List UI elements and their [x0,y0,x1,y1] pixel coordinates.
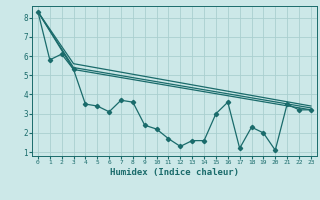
X-axis label: Humidex (Indice chaleur): Humidex (Indice chaleur) [110,168,239,177]
